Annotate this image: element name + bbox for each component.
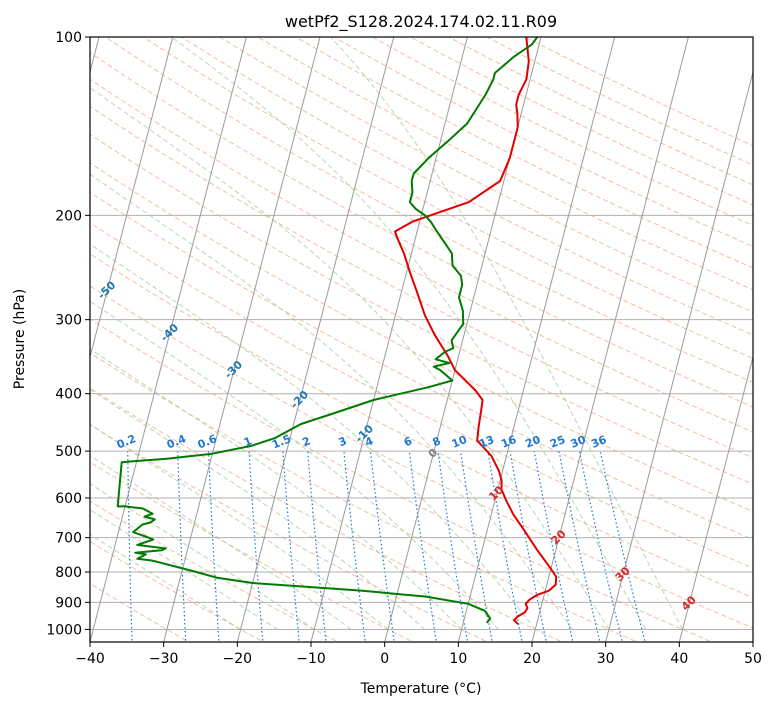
x-tick-label: 30	[597, 651, 615, 667]
y-tick-label: 400	[55, 387, 82, 403]
y-tick-label: 500	[55, 444, 82, 460]
mixing-ratio-label: 30	[569, 433, 588, 451]
mixing-ratio-label: 3	[337, 434, 349, 449]
isotherm-gridline	[531, 37, 689, 642]
mixing-ratio-label: 16	[499, 433, 518, 451]
mixing-ratio-line	[578, 450, 624, 642]
mixing-ratio-label: 20	[523, 433, 542, 451]
x-tick-label: −30	[149, 651, 179, 667]
y-tick-label: 900	[55, 595, 82, 611]
x-axis: −40 −30 −20 −10 0 10 20 30 40 50	[75, 642, 762, 667]
mixing-ratio-label: 36	[589, 433, 608, 451]
moist-adiabat	[90, 423, 389, 630]
mixing-ratio-line	[177, 451, 187, 642]
mixing-ratio-label: 1	[242, 434, 254, 449]
isotherm-gridline	[90, 37, 247, 642]
y-tick-label: 800	[55, 565, 82, 581]
mixing-ratio-line	[599, 450, 646, 642]
mixing-ratio-label: 8	[431, 434, 443, 449]
y-axis: 100 200 300 400 500 600 700 800 900 1000	[46, 30, 90, 638]
moist-adiabat	[330, 37, 684, 630]
isotherm-gridline	[310, 37, 468, 642]
dry-adiabat	[90, 191, 753, 540]
y-tick-label: 700	[55, 531, 82, 547]
moist-adiabat	[171, 37, 647, 630]
moist-adiabat	[90, 483, 315, 630]
mixing-ratio-label: 25	[548, 433, 567, 451]
x-tick-label: 0	[380, 651, 389, 667]
moist-adiabat	[90, 87, 610, 630]
isotherm-gridline	[605, 69, 753, 642]
y-tick-label: 300	[55, 313, 82, 329]
mixing-ratio-line	[558, 450, 601, 642]
x-tick-label: 50	[744, 651, 762, 667]
x-tick-label: −20	[223, 651, 253, 667]
x-tick-label: −10	[296, 651, 326, 667]
chart-title: wetPf2_S128.2024.174.02.11.R09	[285, 12, 557, 32]
y-tick-label: 100	[55, 30, 82, 46]
mixing-ratio-label: 10	[450, 433, 469, 451]
mixing-ratio-line	[533, 450, 574, 642]
mixing-ratio-line	[509, 450, 547, 642]
moist-adiabat	[90, 348, 462, 630]
x-axis-label: Temperature (°C)	[360, 681, 482, 697]
isotherm-gridline	[90, 37, 174, 359]
dry-adiabat	[90, 78, 753, 433]
y-axis-label: Pressure (hPa)	[12, 289, 28, 389]
dry-adiabat	[90, 162, 753, 513]
moist-adiabat	[90, 173, 573, 630]
isotherm-gridline	[678, 354, 753, 642]
x-tick-label: 20	[523, 651, 541, 667]
isotherm-gridline	[236, 37, 395, 642]
dry-adiabat	[90, 133, 753, 485]
y-tick-label: 600	[55, 491, 82, 507]
plot-frame	[89, 36, 754, 643]
y-tick-label: 1000	[46, 622, 82, 638]
dry-adiabat	[90, 105, 753, 459]
dry-adiabat	[104, 37, 753, 384]
temperature-line	[394, 37, 558, 625]
isotherm-gridline	[163, 37, 321, 642]
isotherm-gridline	[457, 37, 616, 642]
mixing-ratio-label: 2	[300, 434, 312, 449]
mixing-ratio-line	[487, 451, 523, 642]
x-tick-label: 40	[670, 651, 688, 667]
mixing-ratio-label: 13	[477, 433, 496, 451]
moist-adiabat	[90, 300, 499, 630]
dry-adiabat	[90, 253, 753, 599]
dry-adiabat	[90, 222, 753, 569]
profile-series	[116, 37, 558, 625]
y-tick-label: 200	[55, 208, 82, 224]
x-tick-label: 10	[449, 651, 467, 667]
moist-adiabat	[90, 509, 278, 630]
x-tick-label: −40	[75, 651, 105, 667]
dewpoint-line	[116, 37, 539, 624]
